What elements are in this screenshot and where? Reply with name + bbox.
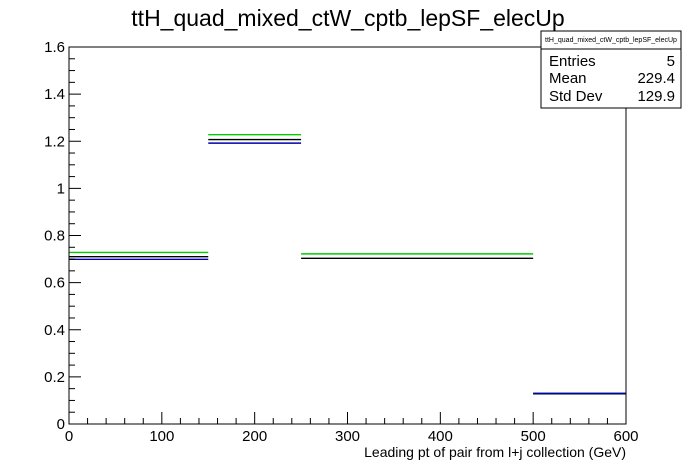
stats-mean-value: 229.4 xyxy=(637,70,675,87)
stats-entries-label: Entries xyxy=(549,53,596,70)
y-tick-label: 1.4 xyxy=(44,86,65,103)
y-tick-label: 1.2 xyxy=(44,133,65,150)
stats-stddev-value: 129.9 xyxy=(637,88,675,105)
x-axis: 0 100 200 300 400 500 600 xyxy=(65,412,639,445)
x-axis-label: Leading pt of pair from l+j collection (… xyxy=(364,444,626,460)
x-tick-label: 200 xyxy=(242,428,267,445)
stats-box-frame xyxy=(540,30,682,109)
y-tick-label: 0 xyxy=(57,416,65,433)
chart-title: ttH_quad_mixed_ctW_cptb_lepSF_elecUp xyxy=(131,5,564,31)
stats-mean-label: Mean xyxy=(549,70,587,87)
y-tick-label: 0.2 xyxy=(44,369,65,386)
stats-box-name: ttH_quad_mixed_ctW_cptb_lepSF_elecUp xyxy=(545,37,677,44)
y-axis: 0 0.2 0.4 0.6 0.8 1 1.2 1.4 1.6 xyxy=(44,39,81,433)
x-tick-label: 0 xyxy=(65,428,73,445)
x-tick-label: 100 xyxy=(149,428,174,445)
x-tick-label: 400 xyxy=(428,428,453,445)
stats-stddev-label: Std Dev xyxy=(549,88,603,105)
stats-entries-value: 5 xyxy=(667,53,675,70)
y-tick-label: 0.4 xyxy=(44,322,65,339)
x-tick-label: 600 xyxy=(613,428,638,445)
x-tick-label: 300 xyxy=(335,428,360,445)
y-tick-label: 0.8 xyxy=(44,228,65,245)
y-tick-label: 1 xyxy=(57,180,65,197)
x-tick-label: 500 xyxy=(521,428,546,445)
y-tick-label: 1.6 xyxy=(44,39,65,56)
y-tick-label: 0.6 xyxy=(44,275,65,292)
series-layer xyxy=(69,133,626,395)
stats-box: ttH_quad_mixed_ctW_cptb_lepSF_elecUp Ent… xyxy=(540,30,682,109)
